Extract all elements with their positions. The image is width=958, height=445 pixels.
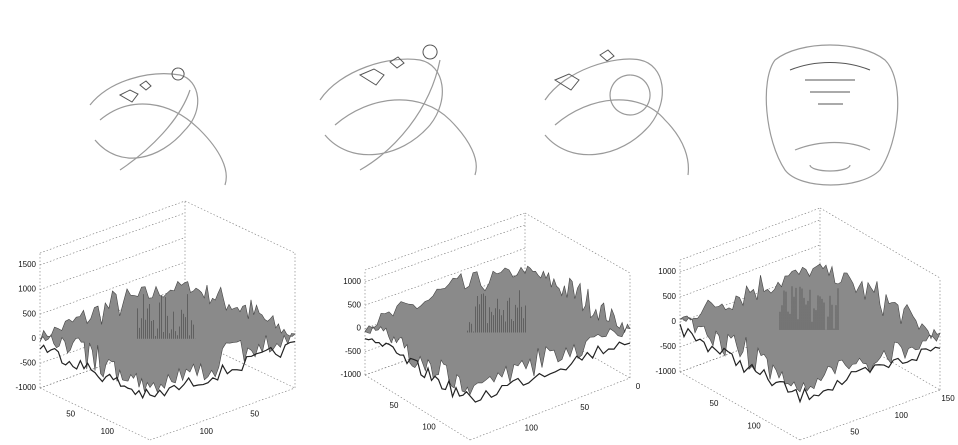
y-tick-label: 50 (580, 403, 589, 412)
grid-line (39, 335, 186, 389)
box-edge (819, 207, 941, 279)
x-tick-label: 100 (747, 421, 761, 430)
y-tick-label: 100 (895, 411, 909, 420)
sketch-1 (89, 67, 227, 186)
y-tick-label: 100 (525, 423, 539, 432)
z-tick-label: 1000 (343, 277, 361, 286)
x-tick-label: 50 (390, 401, 399, 410)
y-tick-label: 150 (941, 394, 955, 403)
surface-spikes (779, 286, 839, 330)
x-tick-label: 100 (101, 427, 115, 436)
z-tick-label: -1000 (341, 370, 362, 379)
z-tick-label: -1000 (16, 383, 37, 392)
box-edge (184, 200, 296, 254)
y-tick-label: 100 (200, 427, 214, 436)
sketch-images (89, 44, 899, 186)
surface-skirt (364, 338, 631, 403)
z-tick-label: -500 (345, 347, 362, 356)
sketch-3 (544, 49, 689, 176)
z-tick-label: 500 (23, 309, 37, 318)
z-tick-label: 500 (663, 292, 677, 301)
y-tick-label: 50 (250, 409, 259, 418)
box-edge (679, 207, 821, 261)
box-edge (39, 387, 151, 441)
box-edge (799, 389, 941, 441)
sketch-2 (319, 44, 477, 176)
surface-spikes (137, 294, 196, 339)
grid-line (679, 244, 821, 298)
sketch-4 (765, 44, 899, 186)
box-edge (364, 212, 526, 271)
z-tick-label: 1000 (658, 267, 676, 276)
x-tick-label: 50 (710, 399, 719, 408)
x-tick-label: 100 (422, 422, 436, 431)
z-tick-label: 1000 (18, 285, 36, 294)
grid-line (39, 212, 186, 266)
box-edge (39, 200, 186, 254)
grid-line (39, 261, 186, 315)
z-tick-label: -1000 (656, 367, 677, 376)
z-tick-label: 1500 (18, 260, 36, 269)
y-tick-label: 50 (850, 427, 859, 436)
z-tick-label: 0 (672, 317, 677, 326)
box-edge (469, 377, 631, 441)
surface-spikes (467, 290, 526, 333)
z-tick-label: 500 (348, 300, 362, 309)
box-edge (149, 387, 296, 441)
box-edge (184, 335, 296, 389)
z-tick-label: -500 (20, 359, 37, 368)
z-tick-label: 0 (357, 324, 362, 333)
grid-line (364, 224, 526, 283)
z-tick-label: -500 (660, 342, 677, 351)
box-edge (524, 212, 631, 274)
box-edge (819, 319, 941, 391)
grid-line (364, 247, 526, 306)
y-tick-label: 0 (636, 382, 641, 391)
grid-line (39, 237, 186, 290)
z-tick-label: 0 (32, 334, 37, 343)
grid-line (679, 219, 821, 273)
surface-skirt (679, 324, 941, 404)
x-tick-label: 50 (66, 409, 75, 418)
surface-skirt (39, 341, 296, 400)
box-edge (364, 374, 471, 441)
